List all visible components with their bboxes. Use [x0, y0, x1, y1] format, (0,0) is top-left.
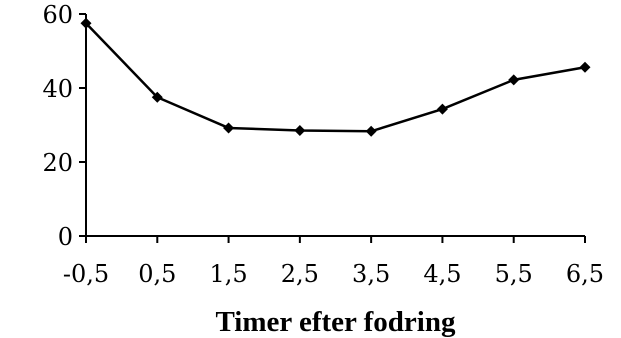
- x-tick-label: 3,5: [352, 260, 390, 288]
- data-point: [223, 122, 235, 134]
- series-line: [85, 22, 586, 133]
- data-point: [508, 74, 520, 86]
- y-tick-label: 0: [58, 223, 73, 251]
- data-point: [436, 103, 448, 115]
- x-axis: -0,5 0,5 1,5 2,5 3,5 4,5 5,5 6,5: [63, 235, 604, 288]
- y-tick-label: 60: [42, 1, 73, 29]
- x-tick-label: -0,5: [63, 260, 109, 288]
- x-tick-label: 5,5: [495, 260, 533, 288]
- y-axis: 0 20 40 60: [42, 1, 87, 251]
- y-tick-label: 20: [42, 149, 73, 177]
- x-tick-label: 2,5: [281, 260, 319, 288]
- data-point: [294, 125, 306, 137]
- data-point: [151, 91, 163, 103]
- data-point: [80, 17, 92, 29]
- data-point: [365, 125, 377, 137]
- x-axis-title: Timer efter fodring: [215, 306, 456, 338]
- series-group: [80, 17, 591, 137]
- data-point: [579, 61, 591, 73]
- x-tick-label: 4,5: [423, 260, 461, 288]
- y-tick-label: 40: [42, 75, 73, 103]
- x-tick-label: 1,5: [209, 260, 247, 288]
- x-tick-label: 0,5: [138, 260, 176, 288]
- x-tick-label: 6,5: [566, 260, 604, 288]
